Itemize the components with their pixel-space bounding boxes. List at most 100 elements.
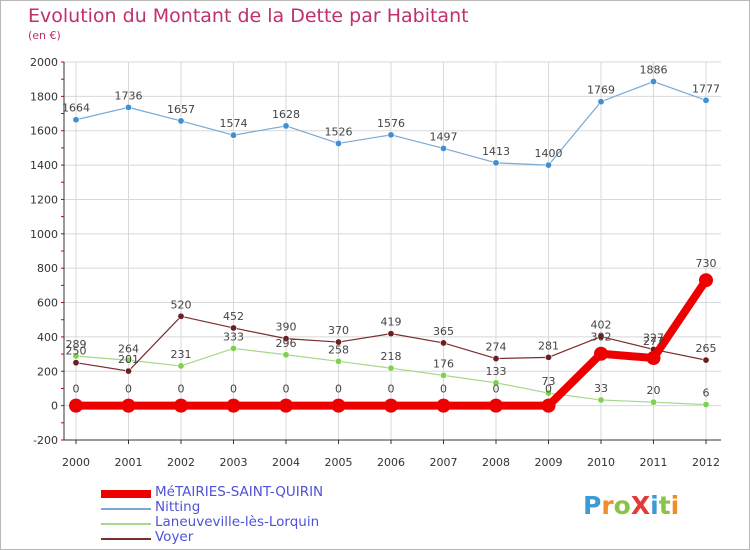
point-laneuveville-l-s-lorquin <box>544 389 552 397</box>
data-label-nitting: 1497 <box>430 130 458 143</box>
data-label-m-tairies-saint-quirin: 0 <box>388 383 395 396</box>
point-m-tairies-saint-quirin <box>594 346 608 361</box>
data-label-voyer: 419 <box>381 316 402 329</box>
point-voyer <box>544 353 552 361</box>
point-nitting <box>544 161 552 169</box>
point-laneuveville-l-s-lorquin <box>492 379 500 387</box>
axes: -200020040060080010001200140016001800200… <box>30 56 721 469</box>
point-laneuveville-l-s-lorquin <box>387 364 395 372</box>
data-label-laneuveville-l-s-lorquin: 133 <box>486 365 507 378</box>
y-tick-label: 1600 <box>30 125 58 138</box>
data-label-m-tairies-saint-quirin: 730 <box>696 257 717 270</box>
data-label-voyer: 402 <box>591 319 612 332</box>
legend-item: MéTAIRIES-SAINT-QUIRIN <box>101 484 401 501</box>
point-voyer <box>492 355 500 363</box>
point-laneuveville-l-s-lorquin <box>334 357 342 365</box>
point-nitting <box>230 131 238 139</box>
point-m-tairies-saint-quirin <box>384 398 398 413</box>
point-nitting <box>597 98 605 106</box>
data-label-laneuveville-l-s-lorquin: 73 <box>542 375 556 388</box>
y-tick-label: 1800 <box>30 90 58 103</box>
data-label-m-tairies-saint-quirin: 0 <box>545 383 552 396</box>
point-voyer <box>230 324 238 332</box>
data-label-nitting: 1886 <box>640 64 668 77</box>
x-tick-label: 2006 <box>377 456 405 469</box>
logo-letter: i <box>650 491 659 520</box>
data-label-voyer: 250 <box>66 345 87 358</box>
data-label-nitting: 1628 <box>272 108 300 121</box>
data-label-m-tairies-saint-quirin: 0 <box>73 383 80 396</box>
data-label-voyer: 201 <box>118 353 139 366</box>
point-nitting <box>702 96 710 104</box>
data-label-laneuveville-l-s-lorquin: 33 <box>594 382 608 395</box>
legend-item: Laneuveville-lès-Lorquin <box>101 514 401 531</box>
logo-letter: r <box>601 491 614 520</box>
point-nitting <box>282 122 290 130</box>
point-laneuveville-l-s-lorquin <box>125 356 133 364</box>
legend-swatch <box>101 538 151 540</box>
data-label-laneuveville-l-s-lorquin: 231 <box>171 348 192 361</box>
point-nitting <box>177 117 185 125</box>
data-label-voyer: 452 <box>223 310 244 323</box>
data-label-m-tairies-saint-quirin: 0 <box>283 383 290 396</box>
data-label-m-tairies-saint-quirin: 0 <box>178 383 185 396</box>
legend-label: Nitting <box>155 499 201 515</box>
proxiti-logo: ProXiti <box>583 491 679 520</box>
point-voyer <box>125 367 133 375</box>
point-nitting <box>387 131 395 139</box>
data-label-nitting: 1400 <box>535 147 563 160</box>
data-labels: 1664 1736 1657 1574 1628 1526 1576 1497 1413 1400… <box>62 64 720 400</box>
x-tick-label: 2000 <box>62 456 90 469</box>
data-label-nitting: 1526 <box>325 125 353 138</box>
point-nitting <box>125 103 133 111</box>
data-label-nitting: 1576 <box>377 117 405 130</box>
y-tick-label: 2000 <box>30 56 58 69</box>
point-laneuveville-l-s-lorquin <box>597 396 605 404</box>
chart-title: Evolution du Montant de la Dette par Hab… <box>28 5 469 27</box>
data-label-nitting: 1574 <box>220 117 248 130</box>
data-label-m-tairies-saint-quirin: 0 <box>493 383 500 396</box>
point-voyer <box>439 339 447 347</box>
point-m-tairies-saint-quirin <box>69 398 83 413</box>
y-tick-label: 0 <box>51 400 58 413</box>
data-label-laneuveville-l-s-lorquin: 258 <box>328 343 349 356</box>
point-laneuveville-l-s-lorquin <box>439 371 447 379</box>
legend-item: Voyer <box>101 529 401 546</box>
data-label-nitting: 1769 <box>587 84 615 97</box>
x-tick-label: 2010 <box>587 456 615 469</box>
y-tick-label: 600 <box>37 297 58 310</box>
point-laneuveville-l-s-lorquin <box>649 398 657 406</box>
point-m-tairies-saint-quirin <box>646 351 661 366</box>
legend-swatch <box>101 508 151 510</box>
data-label-nitting: 1736 <box>115 89 143 102</box>
point-laneuveville-l-s-lorquin <box>177 362 185 370</box>
point-voyer <box>702 356 710 364</box>
x-tick-label: 2003 <box>220 456 248 469</box>
data-label-laneuveville-l-s-lorquin: 264 <box>118 342 139 355</box>
data-label-m-tairies-saint-quirin: 302 <box>591 331 612 344</box>
point-voyer <box>597 333 605 341</box>
point-laneuveville-l-s-lorquin <box>230 344 238 352</box>
point-voyer <box>334 338 342 346</box>
logo-letter: P <box>583 491 602 520</box>
data-label-laneuveville-l-s-lorquin: 20 <box>647 384 661 397</box>
x-tick-label: 2008 <box>482 456 510 469</box>
point-laneuveville-l-s-lorquin <box>282 351 290 359</box>
point-nitting <box>334 139 342 147</box>
point-nitting <box>439 144 447 152</box>
data-label-laneuveville-l-s-lorquin: 333 <box>223 330 244 343</box>
y-tick-label: 1200 <box>30 193 58 206</box>
x-tick-label: 2001 <box>115 456 143 469</box>
data-label-m-tairies-saint-quirin: 277 <box>643 335 664 348</box>
legend-label: Voyer <box>155 529 194 545</box>
y-tick-label: -200 <box>33 434 58 447</box>
legend-label: Laneuveville-lès-Lorquin <box>155 514 320 530</box>
y-tick-label: 1400 <box>30 159 58 172</box>
y-tick-label: 200 <box>37 365 58 378</box>
data-label-voyer: 370 <box>328 324 349 337</box>
point-nitting <box>492 159 500 167</box>
data-label-voyer: 365 <box>433 325 454 338</box>
data-label-m-tairies-saint-quirin: 0 <box>230 383 237 396</box>
point-nitting <box>72 116 80 124</box>
y-tick-label: 800 <box>37 262 58 275</box>
